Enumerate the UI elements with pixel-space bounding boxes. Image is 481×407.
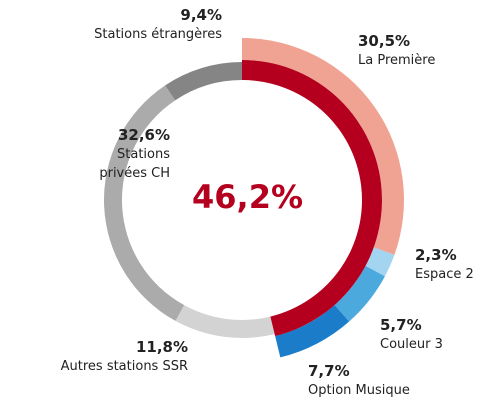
center-arc [242, 60, 382, 337]
segment-value: 2,3% [415, 246, 457, 264]
donut-segment [175, 305, 275, 338]
segment-label: 2,3% Espace 2 [415, 246, 474, 284]
segment-value: 5,7% [380, 316, 422, 334]
segment-value: 30,5% [358, 32, 411, 50]
segment-name: Espace 2 [415, 267, 474, 282]
segment-value: 7,7% [308, 362, 350, 380]
donut-segment [334, 265, 385, 322]
segment-value: 11,8% [135, 338, 188, 356]
donut-segment [103, 85, 185, 321]
segment-name: Autres stations SSR [60, 359, 188, 374]
donut-segment [365, 247, 395, 277]
segment-name: La Première [358, 53, 436, 68]
donut-segment [165, 62, 242, 101]
segment-name: Stations étrangères [94, 27, 222, 42]
segment-label: 9,4% Stations étrangères [62, 6, 222, 44]
segment-name: Stations privées CH [99, 147, 170, 181]
segment-label: 32,6% Stations privées CH [85, 126, 170, 183]
segment-name: Couleur 3 [380, 337, 443, 352]
segment-name: Option Musique [308, 383, 410, 398]
donut-segment [275, 305, 350, 358]
segment-label: 7,7% Option Musique [308, 362, 410, 400]
segment-label: 30,5% La Première [358, 32, 435, 70]
donut-segment [242, 38, 405, 255]
segment-value: 9,4% [180, 6, 222, 24]
segment-label: 5,7% Couleur 3 [380, 316, 443, 354]
segment-value: 32,6% [117, 126, 170, 144]
segment-label: 11,8% Autres stations SSR [28, 338, 188, 376]
center-label: 46,2% [192, 178, 304, 216]
